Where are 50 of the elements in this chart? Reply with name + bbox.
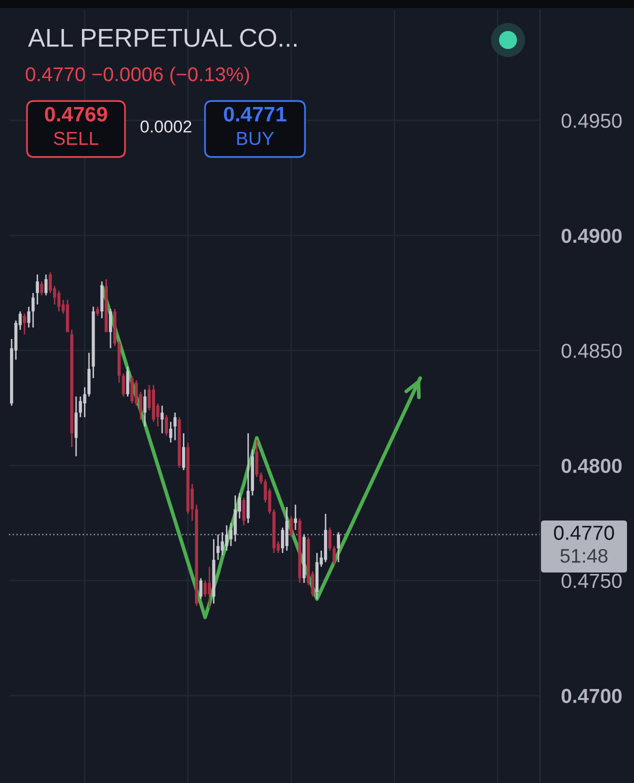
candlestick — [220, 532, 224, 556]
candlestick — [40, 280, 44, 296]
candlestick — [22, 312, 26, 336]
candlestick — [255, 440, 258, 478]
annotation: 0.4771 — [224, 106, 286, 122]
candlestick — [57, 290, 60, 312]
candlestick — [160, 405, 164, 434]
candlestick — [182, 432, 186, 471]
candlestick — [199, 578, 202, 600]
candlestick — [216, 534, 220, 561]
y-tick-label: 0.4800 — [562, 458, 622, 474]
candlestick — [328, 526, 332, 552]
candlestick — [143, 388, 146, 428]
candlestick — [108, 308, 112, 349]
candlestick — [204, 580, 207, 598]
candlestick — [78, 396, 82, 418]
annotation: 0.4769 — [44, 106, 108, 122]
annotation: BUY — [237, 132, 274, 146]
y-tick-label: 0.4700 — [562, 688, 622, 704]
candlestick — [290, 515, 293, 538]
candlestick — [48, 272, 52, 294]
candlestick — [96, 306, 100, 317]
candlestick — [169, 421, 172, 444]
candlestick — [126, 366, 130, 398]
y-tick-label: 0.4850 — [562, 344, 622, 358]
candlestick — [32, 292, 35, 328]
candlestick — [336, 532, 340, 563]
text: 0.4770 −0.0006 (−0.13%) — [26, 66, 250, 86]
candlestick — [208, 566, 211, 609]
candlestick — [36, 274, 39, 306]
candlestick — [332, 545, 336, 566]
candlestick — [130, 375, 134, 404]
y-tick-label: 0.4900 — [562, 228, 622, 243]
candlestick — [122, 372, 125, 398]
candlestick — [242, 497, 246, 526]
candlestick — [27, 306, 30, 328]
text: ALL PERPETUAL CO... — [28, 28, 296, 47]
candlestick — [225, 524, 228, 552]
candlestick — [173, 412, 177, 441]
candlestick — [294, 504, 298, 531]
candlestick — [44, 274, 48, 296]
ref-line-label: 0.4770 — [554, 526, 614, 540]
annotation: SELL — [54, 132, 98, 146]
y-tick-label: 0.4950 — [562, 114, 622, 128]
y-tick-label: 0.4750 — [562, 574, 622, 588]
candlestick — [83, 386, 86, 418]
annotation: 0.0002 — [140, 120, 192, 133]
candlestick — [260, 472, 263, 485]
text: 51:48 — [560, 548, 608, 563]
candlestick — [164, 414, 168, 436]
